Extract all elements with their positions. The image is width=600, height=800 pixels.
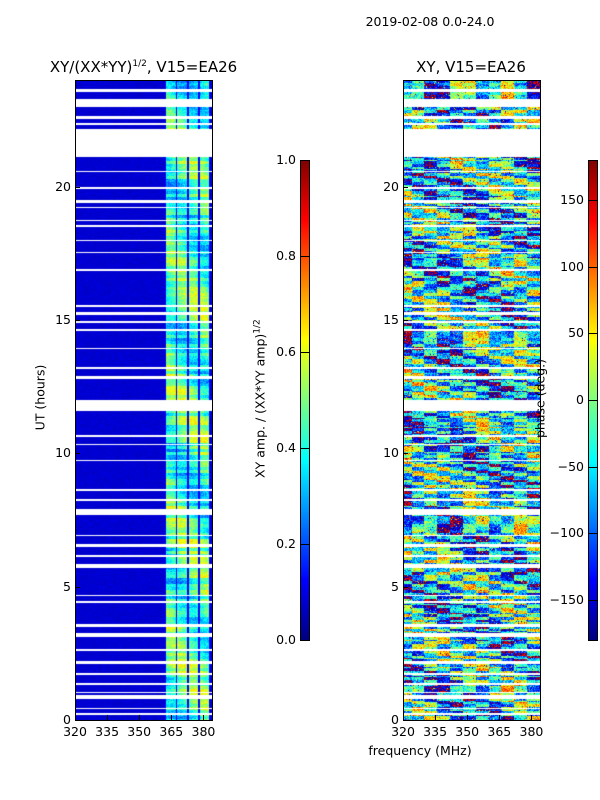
x-tick-mark bbox=[403, 715, 404, 720]
colorbar-tick-mark bbox=[300, 448, 309, 449]
panel-2-title: XY, V15=EA26 bbox=[416, 58, 526, 76]
colorbar-tick-mark bbox=[588, 533, 597, 535]
y-tick-mark bbox=[403, 720, 408, 721]
panel-1-heatmap bbox=[75, 80, 212, 720]
colorbar-tick-mark bbox=[300, 352, 309, 353]
colorbar-tick-mark bbox=[588, 400, 597, 401]
y-tick-mark bbox=[75, 586, 80, 588]
x-axis-label: frequency (MHz) bbox=[368, 743, 472, 758]
y-tick-label: 5 bbox=[63, 578, 71, 594]
y-tick-label: 15 bbox=[383, 312, 399, 327]
x-tick-mark bbox=[107, 715, 109, 720]
colorbar-tick-mark bbox=[588, 200, 597, 201]
colorbar-tick-label: 0 bbox=[576, 392, 584, 407]
y-tick-mark bbox=[403, 186, 408, 188]
panel-1-title: XY/(XX*YY)1/2, V15=EA26 bbox=[30, 58, 257, 76]
colorbar-tick-mark bbox=[300, 160, 309, 161]
colorbar-tick-mark bbox=[588, 600, 597, 601]
x-tick-label: 380 bbox=[519, 724, 544, 739]
y-tick-label: 10 bbox=[383, 445, 399, 461]
colorbar-tick-label: −50 bbox=[557, 458, 584, 474]
colorbar-tick-mark bbox=[300, 640, 309, 641]
panel-1-title-suffix: , V15=EA26 bbox=[146, 58, 238, 76]
colorbar-tick-label: 0.8 bbox=[276, 248, 296, 263]
x-tick-label: 365 bbox=[487, 724, 512, 739]
colorbar-tick-label: 0.4 bbox=[276, 440, 296, 455]
colorbar-tick-label: 0.2 bbox=[276, 536, 296, 551]
x-tick-mark bbox=[435, 715, 437, 720]
x-tick-mark bbox=[499, 715, 501, 720]
y-tick-mark bbox=[75, 186, 80, 188]
colorbar-tick-label: 100 bbox=[560, 258, 584, 274]
colorbar-tick-label: 50 bbox=[568, 325, 584, 341]
x-tick-label: 380 bbox=[191, 724, 216, 739]
panel-1-title-sup: 1/2 bbox=[132, 59, 147, 69]
x-tick-mark bbox=[171, 715, 173, 720]
colorbar-tick-label: −150 bbox=[549, 592, 584, 607]
y-tick-mark bbox=[403, 586, 408, 588]
x-tick-mark bbox=[139, 715, 141, 720]
figure-suptitle: 2019-02-08 0.0-24.0 bbox=[365, 14, 495, 29]
x-tick-mark bbox=[531, 715, 533, 720]
colorbar-tick-label: 0.0 bbox=[276, 632, 296, 647]
colorbar-1-label-sup: 1/2 bbox=[252, 319, 263, 334]
y-tick-mark bbox=[75, 720, 80, 721]
y-tick-label: 0 bbox=[63, 712, 71, 727]
y-tick-label: 15 bbox=[55, 312, 71, 327]
x-tick-mark bbox=[75, 715, 76, 720]
colorbar-tick-label: 1.0 bbox=[276, 152, 296, 167]
y-tick-mark bbox=[75, 453, 80, 455]
x-tick-label: 365 bbox=[159, 724, 184, 739]
x-tick-label: 335 bbox=[423, 724, 448, 739]
x-tick-label: 350 bbox=[127, 724, 152, 739]
x-tick-mark bbox=[467, 715, 469, 720]
y-tick-mark bbox=[403, 453, 408, 455]
y-tick-mark bbox=[403, 320, 408, 321]
x-tick-mark bbox=[203, 715, 205, 720]
y-tick-label: 5 bbox=[391, 578, 399, 594]
colorbar-tick-mark bbox=[300, 256, 309, 257]
colorbar-tick-mark bbox=[588, 333, 597, 335]
y-tick-label: 20 bbox=[383, 178, 399, 194]
panel-2-heatmap bbox=[403, 80, 540, 720]
x-tick-label: 320 bbox=[63, 724, 87, 739]
x-tick-label: 335 bbox=[95, 724, 120, 739]
panel-1-title-main: XY/(XX*YY) bbox=[49, 58, 133, 76]
colorbar-1 bbox=[300, 160, 309, 640]
colorbar-tick-label: 150 bbox=[560, 192, 584, 207]
y-tick-label: 0 bbox=[391, 712, 399, 727]
colorbar-tick-mark bbox=[588, 466, 597, 468]
colorbar-tick-mark bbox=[588, 266, 597, 268]
panel-1-ylabel: UT (hours) bbox=[32, 364, 48, 431]
colorbar-tick-mark bbox=[300, 544, 309, 545]
colorbar-tick-label: 0.6 bbox=[276, 344, 296, 359]
x-tick-label: 320 bbox=[391, 724, 415, 739]
colorbar-tick-label: −100 bbox=[549, 525, 584, 541]
y-tick-mark bbox=[75, 320, 80, 321]
y-tick-label: 10 bbox=[55, 445, 71, 461]
x-tick-label: 350 bbox=[455, 724, 480, 739]
y-tick-label: 20 bbox=[55, 178, 71, 194]
